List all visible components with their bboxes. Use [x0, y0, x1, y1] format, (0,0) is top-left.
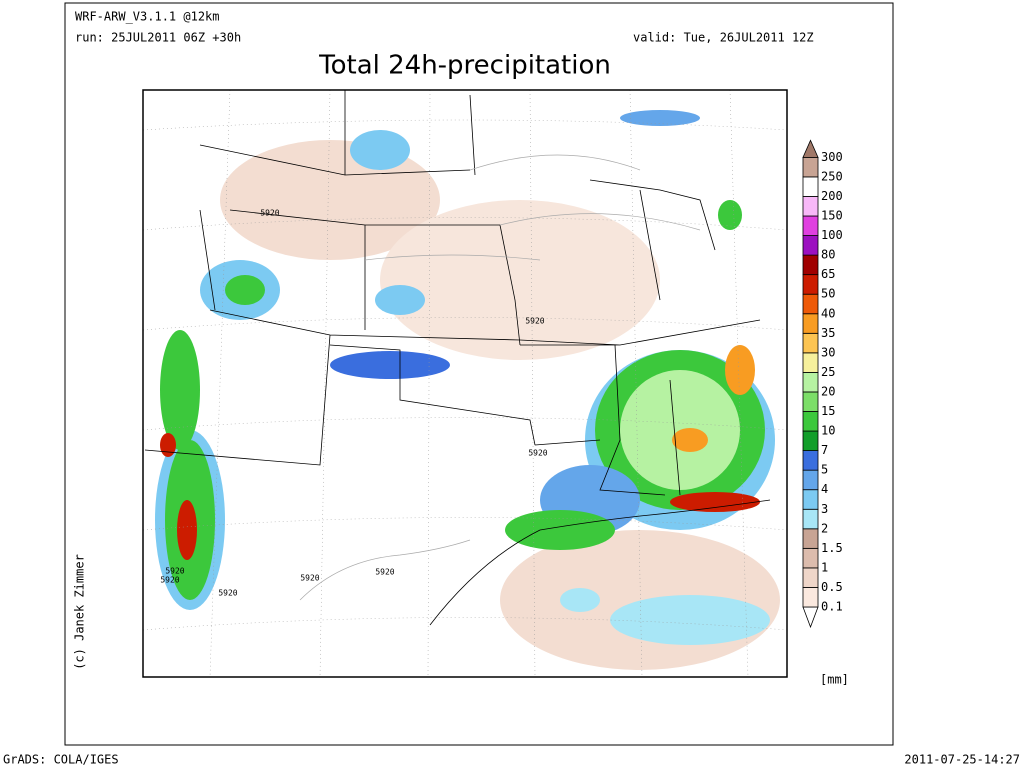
colorbar-label: 200	[821, 189, 843, 203]
colorbar-box	[802, 391, 819, 412]
colorbar-box	[802, 274, 819, 295]
colorbar-box	[802, 450, 819, 471]
colorbar-box	[802, 313, 819, 334]
contour-label: 5920	[160, 576, 179, 585]
colorbar-box	[802, 489, 819, 510]
contour-label: 5920	[375, 568, 394, 577]
colorbar-box	[802, 508, 819, 530]
colorbar-box	[802, 293, 819, 315]
colorbar-box	[802, 332, 819, 354]
colorbar-label: 25	[821, 365, 835, 379]
contour-label: 5920	[300, 574, 319, 583]
colorbar-label: 250	[821, 169, 843, 183]
colorbar-label: 150	[821, 209, 843, 223]
colorbar-label: 1.5	[821, 541, 843, 555]
colorbar-box	[802, 587, 819, 608]
colorbar-top-triangle	[802, 139, 819, 158]
map-frame	[142, 89, 788, 678]
colorbar-box	[802, 411, 819, 432]
run-label: run: 25JUL2011 06Z +30h	[75, 31, 241, 45]
credit: (c) Janek Zimmer	[73, 554, 87, 670]
colorbar-label: 1	[821, 560, 828, 574]
colorbar-box	[802, 215, 819, 236]
contour-label: 5920	[528, 449, 547, 458]
software-label: GrADS: COLA/IGES	[3, 753, 119, 767]
colorbar-label: 15	[821, 404, 835, 418]
colorbar-label: 5	[821, 463, 828, 477]
colorbar-label: 100	[821, 228, 843, 242]
model-label: WRF-ARW_V3.1.1 @12km	[75, 10, 220, 24]
colorbar-box	[802, 567, 819, 588]
colorbar-label: 10	[821, 424, 835, 438]
colorbar-box	[802, 254, 819, 276]
state-borders	[144, 90, 771, 626]
colorbar-box	[802, 352, 819, 373]
colorbar-box	[802, 371, 819, 393]
contour-label: 5920	[525, 317, 544, 326]
frame	[64, 2, 894, 746]
colorbar-label: 30	[821, 345, 835, 359]
colorbar-box	[802, 235, 819, 256]
colorbar-box	[802, 469, 819, 491]
title: Total 24h-precipitation	[318, 51, 611, 81]
timestamp: 2011-07-25-14:27	[904, 753, 1020, 767]
colorbar-label: 300	[821, 150, 843, 164]
contour-label: 5920	[165, 567, 184, 576]
colorbar-label: 80	[821, 248, 835, 262]
colorbar-box	[802, 156, 819, 178]
contour-label: 5920	[260, 209, 279, 218]
colorbar-label: 7	[821, 443, 828, 457]
precipitation-field	[155, 110, 780, 670]
colorbar-box	[802, 430, 819, 451]
valid-label: valid: Tue, 26JUL2011 12Z	[633, 31, 814, 45]
colorbar: 0.1 0.5 1 1.5 2 3 4 5 7 10 15 20 25 30 35 40 50 65 80 100 15…	[802, 139, 843, 629]
colorbar-box	[802, 547, 819, 569]
colorbar-label: 3	[821, 502, 828, 516]
colorbar-box	[802, 176, 819, 197]
colorbar-bottom-triangle	[802, 606, 819, 629]
colorbar-box	[802, 196, 819, 217]
colorbar-label: 4	[821, 482, 828, 496]
colorbar-label: 0.5	[821, 580, 843, 594]
colorbar-label: 50	[821, 287, 835, 301]
colorbar-label: 35	[821, 326, 835, 340]
colorbar-label: 2	[821, 521, 828, 535]
colorbar-label: 65	[821, 267, 835, 281]
colorbar-label: 20	[821, 384, 835, 398]
contour-label: 5920	[218, 589, 237, 598]
colorbar-label: 0.1	[821, 600, 843, 614]
unit-label: [mm]	[820, 673, 849, 687]
colorbar-label: 40	[821, 306, 835, 320]
colorbar-box	[802, 528, 819, 549]
